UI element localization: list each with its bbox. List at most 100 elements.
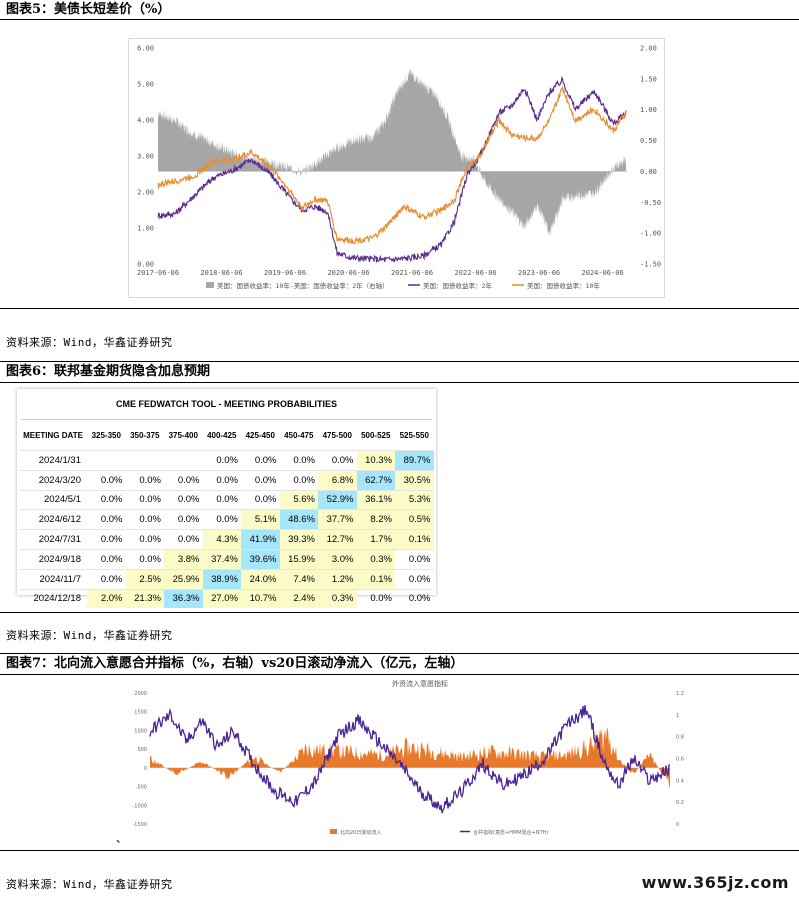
x-axis-tick: 2020-06-06 (327, 269, 369, 277)
probability-cell: 38.9% (202, 568, 241, 590)
probability-cell: 6.8% (318, 469, 357, 491)
left-axis-tick: 4.00 (137, 117, 154, 125)
probability-cell: 2.5% (125, 568, 164, 590)
right-axis-tick: 0.4 (676, 778, 684, 784)
probability-cell: 0.0% (202, 450, 241, 471)
probability-cell: 41.9% (241, 529, 280, 550)
column-header-range: 450-475 (284, 430, 314, 440)
probability-cell: 0.0% (164, 469, 203, 491)
probability-cell: 1.2% (318, 568, 357, 590)
legend-index: 合并指标(意愿+HMM混合+NTH) (473, 829, 548, 836)
probability-cell: 39.6% (241, 548, 280, 570)
divider (0, 612, 799, 613)
divider (0, 653, 799, 654)
right-axis-tick: 0.6 (676, 757, 684, 763)
probability-cell: 36.1% (356, 489, 395, 510)
meeting-date-cell: 2024/9/18 (19, 548, 87, 570)
column-header-range: 350-375 (130, 430, 160, 440)
left-axis-tick: 6.00 (137, 45, 154, 53)
legend-swatch-spread (206, 282, 214, 288)
left-axis-tick: 0.00 (137, 261, 154, 269)
divider (0, 361, 799, 362)
table-row: 2024/11/7 0.0% 2.5% 25.9% 38.9% 24.0% 7.4% 1.2%… (19, 568, 434, 590)
x-axis-tick: 2024-06-06 (582, 269, 624, 277)
meeting-date-cell: 2024/12/18 (19, 588, 87, 609)
probability-cell: 0.0% (279, 469, 318, 491)
legend-swatch-flow (330, 829, 337, 834)
right-axis-tick: 0 (676, 822, 679, 828)
column-header-range: 500-525 (361, 430, 391, 440)
probability-cell: 0.0% (202, 509, 241, 530)
right-axis-tick: 1 (676, 713, 679, 719)
legend-2y: 美国：国债收益率：2年 (423, 281, 492, 290)
probability-cell: 0.0% (395, 548, 434, 570)
right-axis-tick: 2.00 (640, 45, 657, 53)
probability-cell: 4.3% (202, 529, 241, 550)
divider (0, 308, 799, 309)
chart-legend: 美国：国债收益率：10年-美国：国债收益率：2年（右轴） 美国：国债收益率：2年… (206, 281, 600, 290)
probability-cell: 0.0% (125, 489, 164, 510)
probability-cell: 0.0% (164, 509, 203, 530)
column-header-range: 475-500 (322, 430, 352, 440)
probability-cell (125, 450, 164, 471)
legend-10y: 美国：国债收益率：10年 (527, 281, 600, 290)
meeting-date-cell: 2024/5/1 (19, 489, 87, 510)
right-axis-tick: -0.50 (640, 199, 661, 207)
probability-cell: 7.4% (279, 568, 318, 590)
probability-cell: 0.0% (87, 568, 126, 590)
column-header-range: 425-450 (245, 430, 275, 440)
stray-mark: 、 (116, 832, 127, 845)
legend-spread: 美国：国债收益率：10年-美国：国债收益率：2年（右轴） (217, 281, 389, 290)
probability-cell: 0.1% (356, 568, 395, 590)
probability-cell: 52.9% (318, 489, 357, 510)
probability-cell: 5.3% (395, 489, 434, 510)
left-axis-tick: -1500 (132, 822, 147, 828)
northbound-flow-area (150, 727, 670, 789)
left-axis-tick: 5.00 (137, 81, 154, 89)
column-header-meeting-date: MEETING DATE (23, 430, 83, 440)
divider (0, 19, 799, 20)
probability-cell: 21.3% (125, 588, 164, 609)
chart-legend: 北向20日滚动流入 合并指标(意愿+HMM混合+NTH) (330, 829, 548, 836)
table-row: 2024/6/12 0.0% 0.0% 0.0% 0.0% 5.1% 48.6% 37.7% 8… (19, 509, 434, 530)
probability-cell: 12.7% (318, 529, 357, 550)
northbound-flow-chart: 外资流入意愿指标 2000150010005000-500-1000-1500 … (132, 679, 684, 836)
left-axis-tick: 3.00 (137, 153, 154, 161)
series-2y-line (157, 75, 627, 263)
probability-cell: 0.0% (87, 489, 126, 510)
figure-6-title: 图表6：联邦基金期货隐含加息预期 (6, 364, 211, 379)
probability-cell: 0.3% (356, 548, 395, 570)
column-header-range: 525-550 (399, 430, 429, 440)
probability-cell: 0.5% (395, 509, 434, 530)
left-axis-tick: 500 (137, 747, 147, 753)
right-axis-tick: -1.50 (640, 261, 661, 269)
table-row: 2024/7/31 0.0% 0.0% 0.0% 4.3% 41.9% 39.3% 12.7%… (19, 529, 434, 550)
figure-7-title: 图表7：北向流入意愿合并指标（%，右轴）vs20日滚动净流入（亿元，左轴） (6, 656, 464, 671)
probability-cell: 0.0% (202, 489, 241, 510)
left-axis-tick: 2000 (134, 691, 147, 697)
x-axis-tick: 2023-06-06 (518, 269, 560, 277)
table-row: 2024/5/1 0.0% 0.0% 0.0% 0.0% 0.0% 5.6% 52.9% 36.… (19, 489, 434, 510)
legend-flow: 北向20日滚动流入 (340, 829, 381, 836)
probability-cell (87, 450, 126, 471)
probability-cell: 0.0% (87, 548, 126, 570)
probability-cell: 0.0% (202, 469, 241, 491)
probability-cell: 48.6% (279, 509, 318, 530)
yield-spread-chart: 0.00 1.00 2.00 3.00 4.00 5.00 6.00 -1.50 -1.00 -… (128, 38, 665, 298)
x-axis-tick: 2019-06-06 (264, 269, 306, 277)
site-watermark: www.365jz.com (641, 873, 789, 892)
probability-cell: 27.0% (202, 588, 241, 609)
right-axis-tick: 0.00 (640, 168, 657, 176)
divider (0, 382, 799, 383)
column-header-range: 400-425 (207, 430, 237, 440)
left-axis-tick: -500 (136, 785, 147, 791)
probability-cell: 0.0% (395, 588, 434, 609)
probability-cell: 0.0% (87, 529, 126, 550)
table-row: 2024/9/18 0.0% 0.0% 3.8% 37.4% 39.6% 15.9% 3.0%… (19, 548, 434, 570)
probability-cell: 8.2% (356, 509, 395, 530)
right-axis-tick: 0.50 (640, 137, 657, 145)
right-axis-tick: -1.00 (640, 230, 661, 238)
x-axis-tick: 2018-06-06 (200, 269, 242, 277)
probability-cell: 37.4% (202, 548, 241, 570)
chart-title: 外资流入意愿指标 (392, 679, 448, 688)
